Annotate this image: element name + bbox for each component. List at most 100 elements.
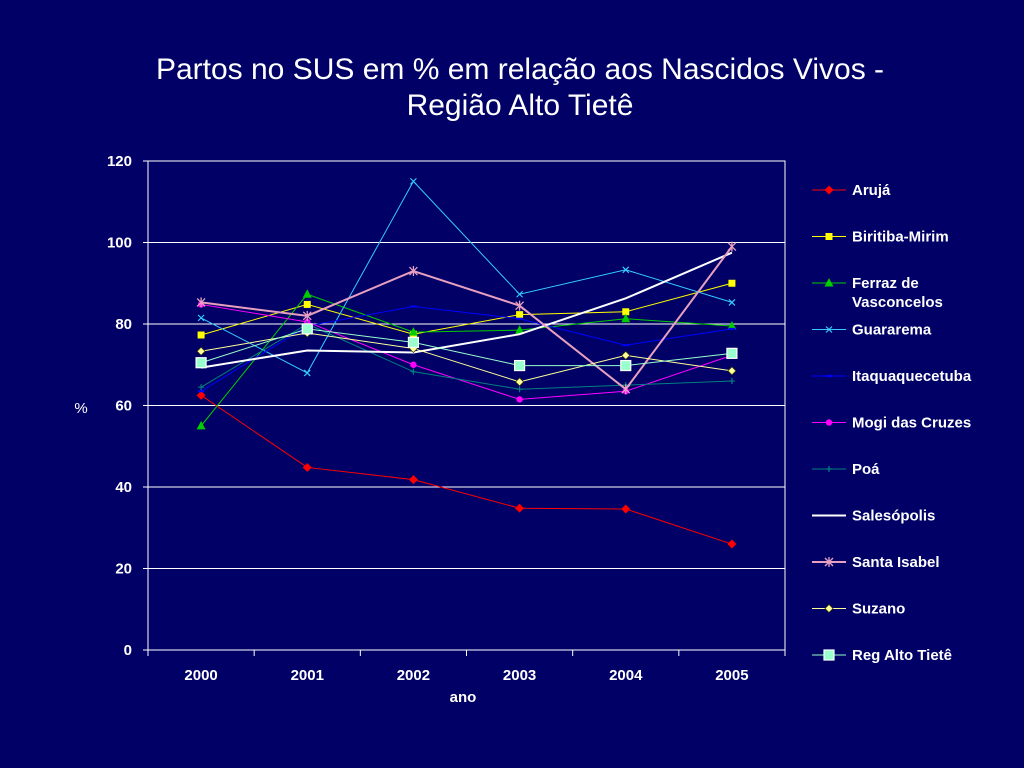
legend-item-aruj-: Arujá	[812, 182, 891, 199]
series-ferraz-de-vasconcelos	[196, 289, 737, 430]
legend-label-santa-isabel: Santa Isabel	[852, 554, 940, 571]
legend-label-biritiba-mirim: Biritiba-Mirim	[852, 229, 949, 246]
legend-label-po-: Poá	[852, 461, 880, 478]
data-point-biritiba-mirim-2003	[516, 311, 524, 319]
data-point-reg-alto-tiet--2005	[726, 347, 738, 359]
legend-label-reg-alto-tiet-: Reg Alto Tietê	[852, 647, 952, 664]
data-point-aruj--2005	[727, 539, 737, 549]
series-line-itaquaquecetuba	[200, 305, 732, 392]
data-point-ferraz-de-vasconcelos-2003	[515, 325, 525, 334]
data-point-ferraz-de-vasconcelos-2001	[302, 289, 312, 298]
data-point-po--2000	[198, 384, 205, 391]
x-tick-label-2002: 2002	[397, 667, 430, 684]
series-line-sales-polis	[200, 251, 733, 369]
data-point-ferraz-de-vasconcelos-2000	[196, 420, 206, 430]
legend-item-itaquaquecetuba: Itaquaquecetuba	[812, 368, 972, 385]
legend-marker-guararema	[825, 326, 833, 333]
data-point-santa-isabel-2004	[621, 384, 631, 395]
series-santa-isabel	[196, 241, 737, 395]
series-line-suzano	[200, 332, 732, 383]
legend-label-guararema: Guararema	[852, 322, 932, 339]
x-axis-ticks: 2000 2001 2002 2003 2004 2005	[147, 650, 786, 684]
series-line-po-	[200, 323, 732, 390]
data-point-aruj--2002	[408, 475, 418, 485]
series-line-guararema	[200, 180, 733, 374]
y-tick-label-0: 0	[124, 642, 132, 659]
data-point-aruj--2001	[302, 462, 312, 472]
data-point-aruj--2003	[515, 503, 525, 513]
legend-item-reg-alto-tiet-: Reg Alto Tietê	[812, 647, 952, 664]
data-point-guararema-2000	[197, 314, 205, 322]
gridlines	[148, 242, 785, 569]
data-point-biritiba-mirim-2004	[622, 308, 630, 316]
y-tick-label-40: 40	[115, 479, 132, 496]
data-point-santa-isabel-2003	[515, 300, 525, 311]
data-point-aruj--2004	[621, 504, 631, 514]
legend-item-biritiba-mirim: Biritiba-Mirim	[812, 229, 949, 246]
data-point-mogi-das-cruzes-2002	[410, 361, 417, 368]
data-point-suzano-2003	[515, 377, 525, 387]
y-tick-label-80: 80	[115, 316, 132, 333]
data-point-mogi-das-cruzes-2003	[516, 396, 523, 403]
data-point-biritiba-mirim-2001	[303, 300, 311, 308]
x-axis-label: ano	[450, 689, 477, 706]
x-tick-label-2003: 2003	[503, 667, 536, 684]
data-point-po--2002	[410, 368, 417, 375]
series-line-aruj-	[200, 394, 733, 545]
x-tick-label-2000: 2000	[184, 667, 217, 684]
data-point-guararema-2005	[728, 298, 736, 306]
legend-marker-aruj-	[824, 185, 834, 195]
y-axis-ticks: 0 20 40 60 80 100 120	[107, 153, 148, 659]
legend-item-suzano: Suzano	[812, 601, 905, 618]
legend-item-ferraz-de-vasconcelos: Ferraz de Vasconcelos	[812, 275, 943, 311]
legend-label-itaquaquecetuba: Itaquaquecetuba	[852, 368, 972, 385]
data-point-reg-alto-tiet--2004	[620, 359, 632, 372]
chart-title-line-1: Partos no SUS em % em relação aos Nascid…	[155, 53, 885, 86]
series-guararema	[197, 177, 736, 377]
series-reg-alto-tiet-	[195, 323, 738, 372]
legend-label-ferraz-de-vasconcelos: Ferraz de Vasconcelos	[852, 275, 943, 311]
legend-item-guararema: Guararema	[812, 322, 932, 339]
data-point-santa-isabel-2002	[408, 266, 418, 277]
legend-item-sales-polis: Salesópolis	[812, 508, 935, 525]
series-line-reg-alto-tiet-	[200, 328, 732, 367]
legend-marker-reg-alto-tiet-	[823, 649, 835, 661]
y-tick-label-100: 100	[107, 235, 132, 252]
legend-label-suzano: Suzano	[852, 601, 905, 618]
series-line-santa-isabel	[200, 245, 733, 391]
series-sales-polis	[200, 251, 733, 369]
legend-label-sales-polis: Salesópolis	[852, 508, 935, 525]
data-point-guararema-2002	[409, 177, 417, 185]
data-point-reg-alto-tiet--2000	[195, 357, 207, 369]
data-point-suzano-2005	[727, 366, 737, 376]
legend-item-po-: Poá	[812, 461, 880, 478]
legend: Arujá Biritiba-Mirim Ferraz de Vasconcelos G…	[812, 182, 972, 664]
data-point-biritiba-mirim-2000	[197, 331, 205, 339]
y-tick-label-20: 20	[115, 561, 132, 578]
legend-marker-po-	[826, 466, 832, 472]
legend-marker-biritiba-mirim	[825, 233, 833, 240]
data-point-biritiba-mirim-2005	[728, 279, 736, 287]
series-line-ferraz-de-vasconcelos	[200, 293, 732, 427]
data-point-guararema-2004	[622, 266, 630, 274]
data-point-ferraz-de-vasconcelos-2004	[621, 313, 631, 323]
legend-item-mogi-das-cruzes: Mogi das Cruzes	[812, 415, 971, 432]
series-line-mogi-das-cruzes	[201, 303, 733, 400]
legend-marker-mogi-das-cruzes	[825, 419, 833, 426]
legend-marker-suzano	[824, 604, 834, 613]
data-point-aruj--2000	[196, 390, 206, 400]
legend-marker-santa-isabel	[824, 557, 834, 567]
data-point-reg-alto-tiet--2002	[407, 336, 420, 348]
x-tick-label-2004: 2004	[609, 667, 643, 684]
data-point-suzano-2000	[196, 346, 206, 356]
legend-label-aruj-: Arujá	[852, 182, 891, 199]
chart-title-line-2: Região Alto Tietê	[406, 89, 634, 122]
data-point-guararema-2003	[516, 290, 524, 298]
data-point-santa-isabel-2005	[727, 241, 737, 252]
series-aruj-	[196, 390, 737, 549]
data-point-santa-isabel-2000	[196, 297, 206, 308]
y-tick-label-60: 60	[115, 398, 132, 415]
data-point-po--2003	[516, 386, 523, 393]
legend-marker-ferraz-de-vasconcelos	[824, 278, 834, 287]
